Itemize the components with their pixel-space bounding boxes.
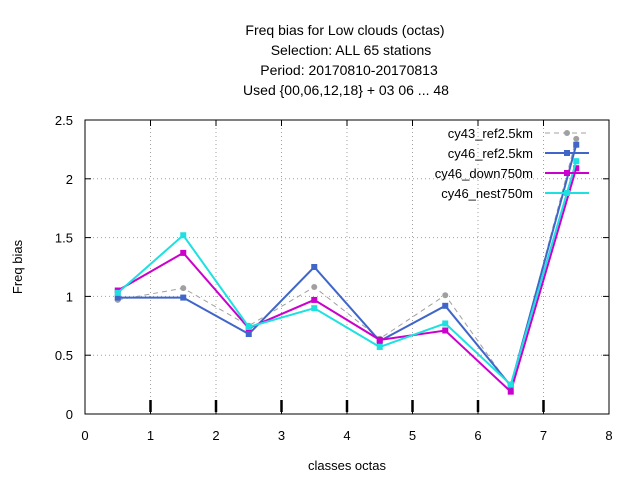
y-tick-label: 0.5 [55,348,73,363]
data-point [573,158,580,165]
data-point [180,232,187,239]
data-point [311,283,318,290]
data-point [442,302,449,309]
y-tick-label: 2 [66,172,73,187]
data-point [507,388,514,395]
title-line-2: Selection: ALL 65 stations [271,42,432,58]
legend-label: cy43_ref2.5km [448,126,533,141]
series-line [117,167,578,394]
data-point [180,249,187,256]
y-tick-label: 1 [66,289,73,304]
y-tick-label: 0 [66,407,73,422]
title-line-1: Freq bias for Low clouds (octas) [245,22,444,38]
legend-marker [564,150,570,156]
x-tick-label: 3 [278,428,285,443]
x-tick-label: 4 [343,428,350,443]
legend-marker [564,190,570,196]
data-point [311,264,318,270]
data-point [245,323,252,330]
x-tick-label: 6 [474,428,481,443]
data-point [376,336,383,343]
title-line-3: Period: 20170810-20170813 [260,62,438,78]
data-point [114,294,121,301]
x-tick-label: 1 [147,428,154,443]
data-point [311,296,318,303]
data-point [442,320,449,327]
data-point [245,331,252,338]
x-tick-labels: 0 1 2 3 4 5 6 7 8 [81,428,612,443]
data-point [180,294,187,301]
data-point [311,305,318,312]
title-line-4: Used {00,06,12,18} + 03 06 ... 48 [243,82,449,98]
x-tick-label: 7 [540,428,547,443]
legend-label: cy46_ref2.5km [448,146,533,161]
legend-label: cy46_down750m [435,166,533,181]
series [114,135,580,395]
data-point [180,285,187,292]
series-cy46_nest750m [114,158,580,388]
legend-label: cy46_nest750m [441,186,533,201]
legend-marker [564,130,570,136]
series-line [117,144,578,388]
data-point [573,135,580,142]
x-tick-label: 0 [81,428,88,443]
grid [85,120,609,414]
data-point [442,327,449,334]
data-point [376,343,383,350]
legend-marker [564,170,570,176]
bottom-markers [149,400,545,412]
chart-title: Freq bias for Low clouds (octas) Selecti… [243,22,449,98]
legend: cy43_ref2.5km cy46_ref2.5km cy46_down750mc… [435,126,589,201]
data-point [507,381,514,388]
series-line [117,160,578,387]
x-tick-label: 2 [212,428,219,443]
x-tick-label: 8 [605,428,612,443]
x-tick-label: 5 [409,428,416,443]
y-tick-label: 2.5 [55,113,73,128]
data-point [442,292,449,299]
y-tick-label: 1.5 [55,231,73,246]
x-axis-label: classes octas [308,458,387,473]
y-tick-labels: 0 0.5 1 1.5 2 2.5 [55,113,73,422]
data-point [573,165,580,172]
data-point [114,289,121,296]
y-axis-label: Freq bias [10,239,25,294]
data-point [573,141,580,148]
